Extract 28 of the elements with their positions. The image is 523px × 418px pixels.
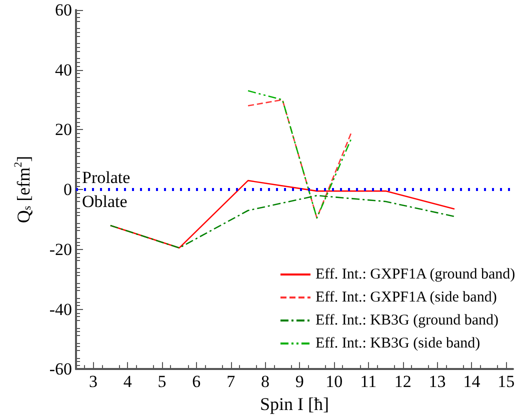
annotation: Prolate [82,168,130,188]
x-tick-label: 6 [192,372,201,392]
x-tick-label: 15 [498,372,515,392]
x-tick-label: 3 [88,372,98,392]
legend-label: Eff. Int.: KB3G (ground band) [315,312,498,328]
x-tick-label: 5 [158,372,166,392]
x-axis-title: Spin I [ħ] [260,394,329,414]
x-tick-label: 9 [295,372,304,392]
y-tick-label: -20 [49,240,72,259]
annotation: Oblate [82,192,128,212]
x-tick-label: 4 [123,372,132,392]
y-tick-label: 0 [64,180,72,200]
y-tick-label: -40 [49,300,72,319]
x-tick-label: 11 [360,372,377,392]
legend-label: Eff. Int.: GXPF1A (ground band) [315,266,516,282]
y-tick-label: 60 [55,0,72,20]
y-axis-title: Qs [efm2] [12,156,34,224]
y-tick-label: -60 [49,360,72,379]
legend-label: Eff. Int.: KB3G (side band) [315,336,480,352]
x-tick-label: 10 [326,372,343,392]
x-tick-label: 13 [428,372,446,392]
x-tick-label: 8 [261,372,270,392]
y-tick-label: 40 [55,60,72,80]
legend-label: Eff. Int.: GXPF1A (side band) [315,290,497,306]
x-tick-label: 7 [226,372,236,392]
x-tick-label: 14 [463,372,481,392]
y-tick-label: 20 [55,120,72,140]
x-tick-label: 12 [394,372,412,392]
